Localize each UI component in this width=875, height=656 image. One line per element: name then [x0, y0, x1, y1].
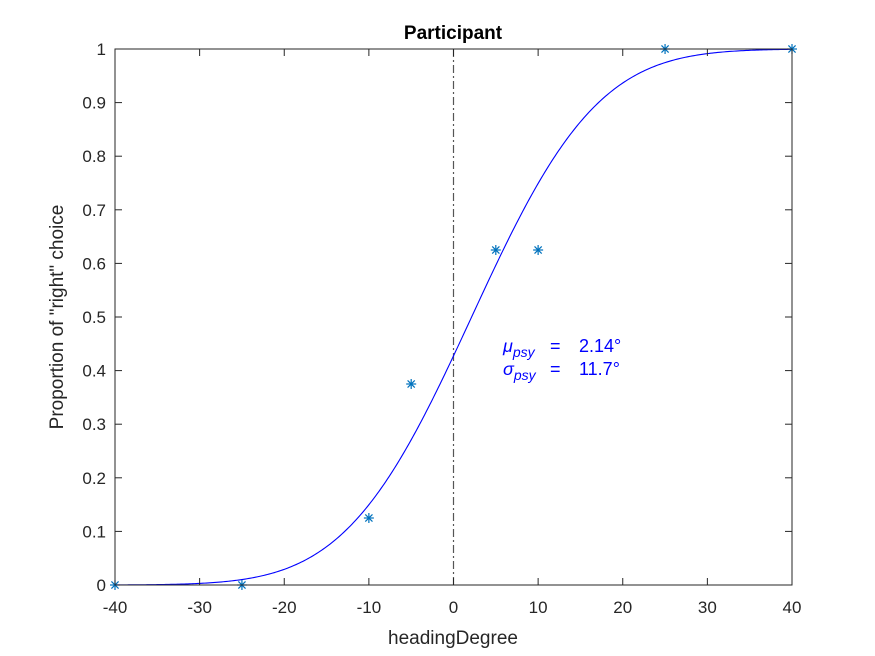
y-tick-label: 1: [97, 40, 106, 59]
sigma-symbol: σ: [503, 359, 515, 379]
data-point-marker: [363, 513, 374, 523]
sigma-value: 11.7°: [579, 359, 620, 379]
y-tick-label: 0.7: [82, 201, 106, 220]
y-axis-label: Proportion of "right" choice: [47, 205, 68, 430]
mu-value: 2.14°: [579, 336, 621, 356]
x-tick-label: 30: [698, 598, 717, 617]
mu-symbol: μ: [502, 336, 513, 356]
ticks-layer: -40 -30 -20 -10 0 10 20 30 40 0 0.1 0.2 0.3 0.4 0.5 0.6…: [82, 40, 801, 617]
x-tick-label: 20: [613, 598, 632, 617]
mu-annotation: μpsy: [502, 336, 536, 360]
sigma-subscript: psy: [513, 367, 537, 383]
x-axis-label: headingDegree: [388, 628, 518, 649]
x-tick-label: 0: [449, 598, 458, 617]
y-tick-label: 0.9: [82, 94, 106, 113]
fit-curve-layer: [114, 48, 793, 586]
y-tick-label: 0.1: [82, 522, 106, 541]
chart-title: Participant: [404, 23, 503, 44]
mu-equals: =: [550, 336, 561, 356]
y-tick-label: 0.6: [82, 254, 106, 273]
y-tick-label: 0.4: [82, 362, 106, 381]
fit-annotation: μpsy = 2.14° σpsy = 11.7°: [502, 336, 621, 383]
x-tick-label: 10: [529, 598, 548, 617]
data-point-marker: [533, 245, 544, 255]
x-tick-label: -30: [187, 598, 212, 617]
mu-subscript: psy: [512, 344, 536, 360]
data-point-marker: [406, 379, 417, 389]
y-tick-label: 0.5: [82, 308, 106, 327]
y-tick-label: 0.2: [82, 469, 106, 488]
data-point-marker: [490, 245, 501, 255]
y-tick-label: 0: [97, 576, 106, 595]
y-tick-label: 0.8: [82, 147, 106, 166]
y-tick-label: 0.3: [82, 415, 106, 434]
x-tick-label: -10: [357, 598, 382, 617]
x-tick-label: 40: [783, 598, 802, 617]
fit-curve: [114, 48, 793, 586]
sigma-equals: =: [550, 359, 561, 379]
sigma-annotation: σpsy: [503, 359, 537, 383]
x-tick-label: -40: [103, 598, 128, 617]
x-tick-label: -20: [272, 598, 297, 617]
